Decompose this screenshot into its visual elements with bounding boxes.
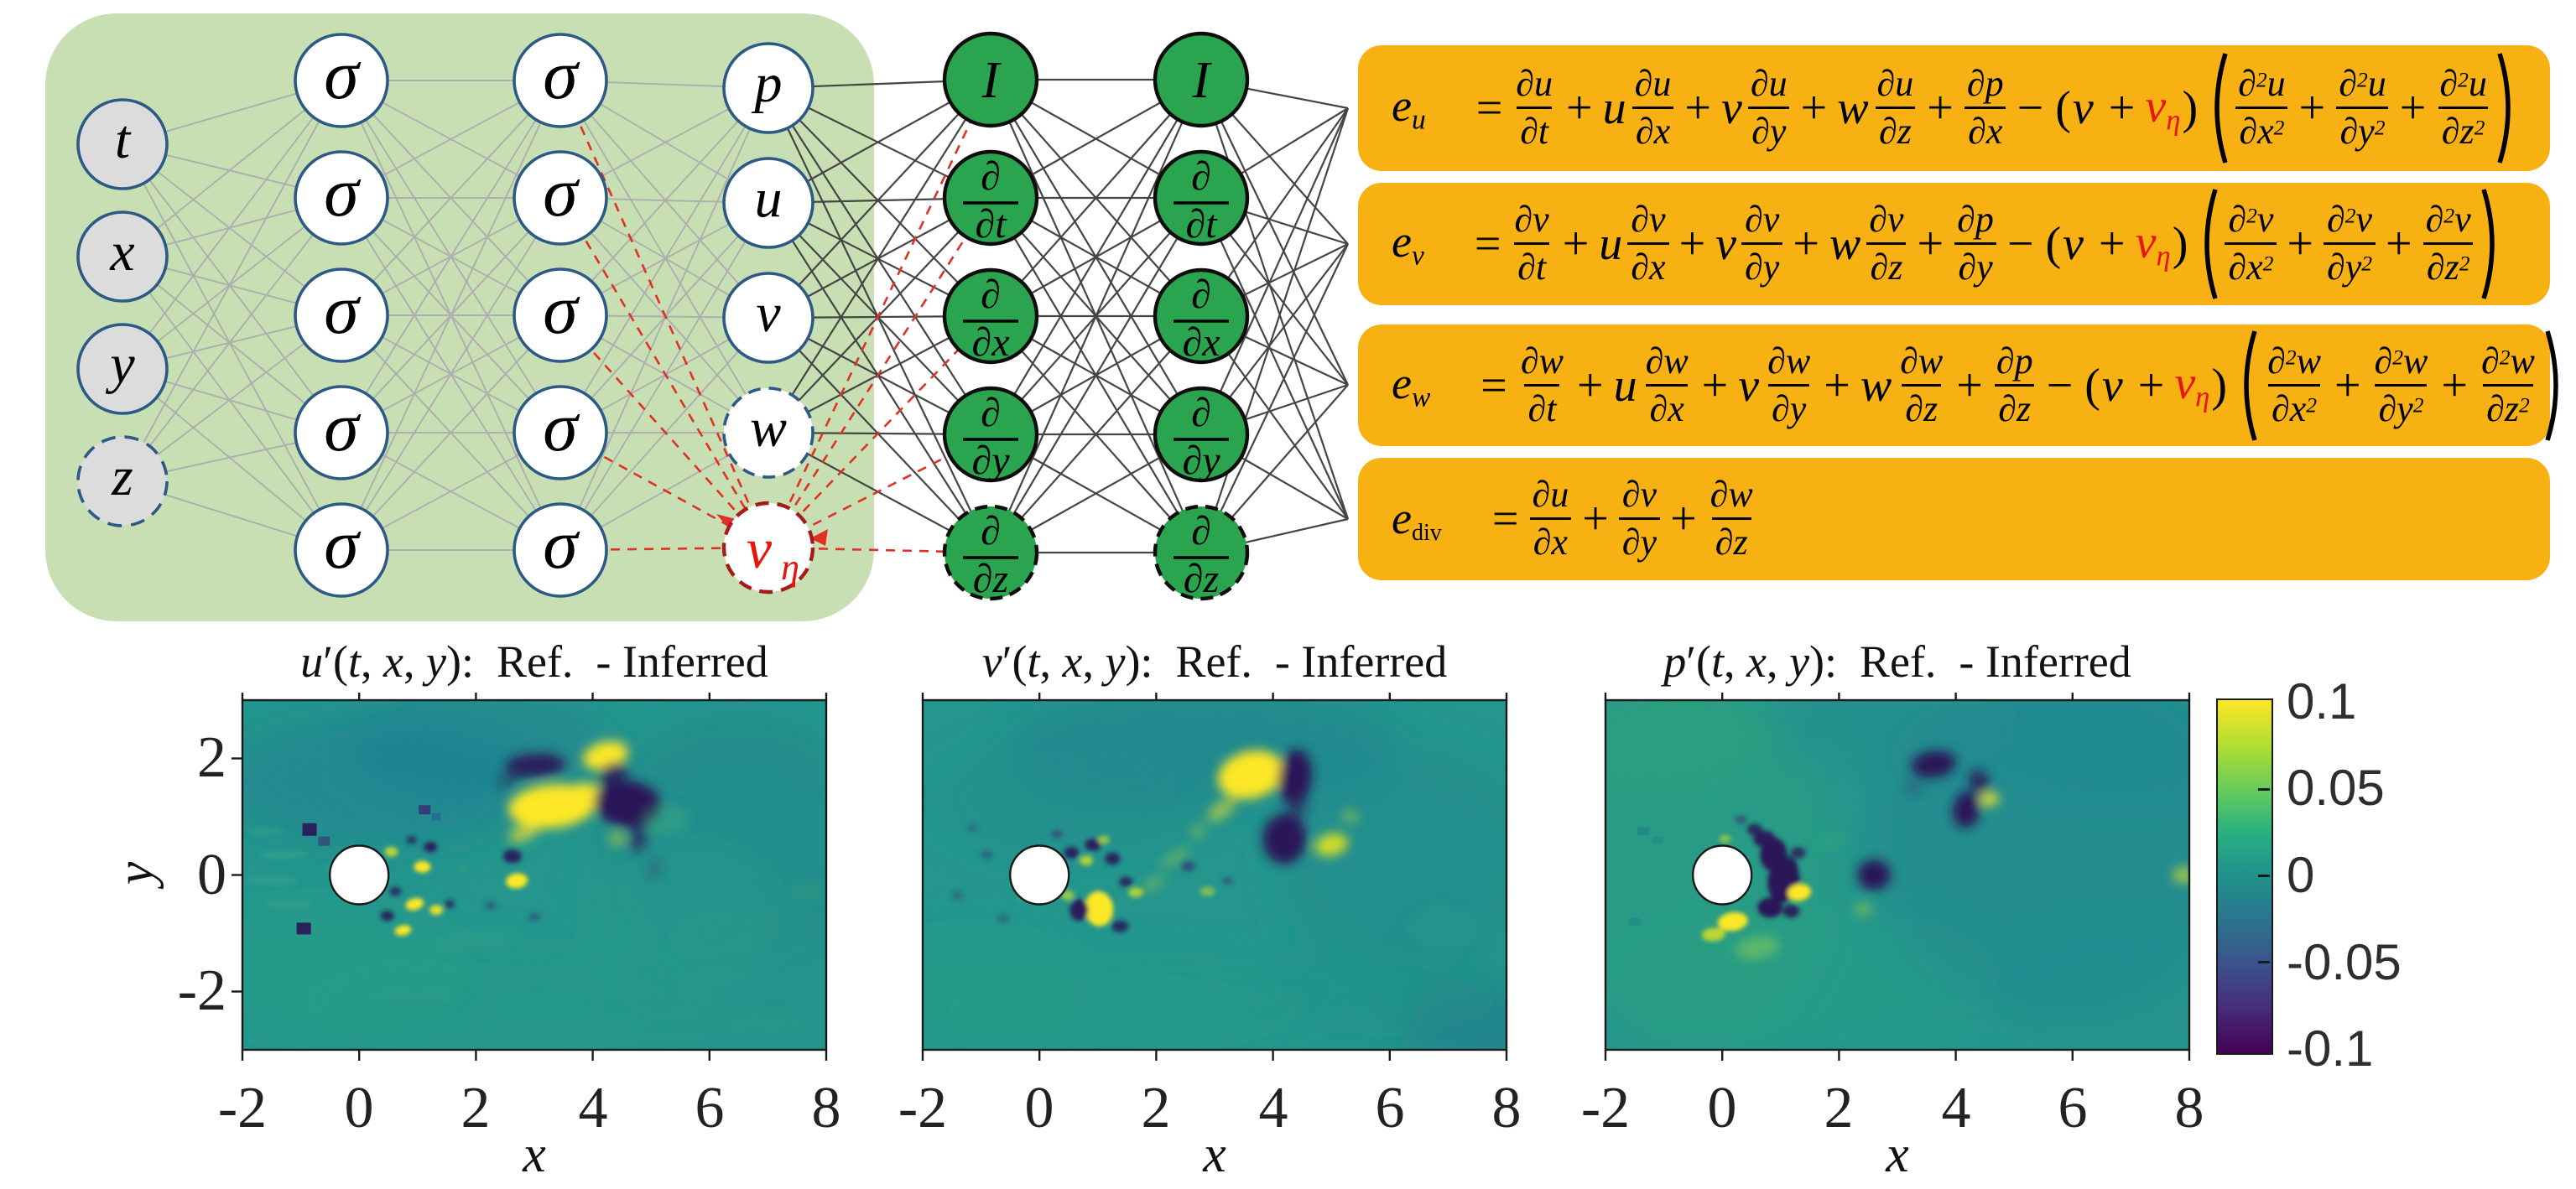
svg-text:∂: ∂	[1191, 391, 1211, 435]
svg-text:u: u	[755, 168, 783, 229]
svg-text:y: y	[105, 334, 135, 395]
svg-text:σ: σ	[543, 271, 580, 349]
svg-text:I: I	[1192, 52, 1213, 109]
svg-text:σ: σ	[324, 506, 362, 584]
svg-text:σ: σ	[324, 388, 362, 466]
svg-text:I: I	[981, 52, 1002, 109]
svg-text:∂y: ∂y	[971, 439, 1010, 483]
svg-text:w: w	[750, 397, 787, 459]
svg-text:t: t	[115, 109, 132, 170]
svg-text:∂z: ∂z	[973, 557, 1009, 601]
svg-text:ν: ν	[747, 517, 773, 580]
svg-text:∂: ∂	[1191, 509, 1211, 553]
svg-text:∂: ∂	[981, 273, 1001, 317]
svg-text:v: v	[756, 283, 781, 344]
svg-text:η: η	[781, 547, 799, 588]
svg-text:σ: σ	[324, 36, 362, 114]
svg-text:x: x	[109, 221, 134, 283]
svg-text:z: z	[111, 446, 133, 507]
svg-text:∂t: ∂t	[1185, 202, 1218, 247]
svg-text:∂z: ∂z	[1184, 557, 1220, 601]
svg-text:∂: ∂	[1191, 273, 1211, 317]
svg-text:∂: ∂	[981, 509, 1001, 553]
svg-text:∂t: ∂t	[975, 202, 1007, 247]
svg-text:σ: σ	[543, 506, 580, 584]
svg-text:∂: ∂	[981, 154, 1001, 199]
svg-text:∂x: ∂x	[1182, 320, 1220, 365]
svg-text:σ: σ	[543, 36, 580, 114]
svg-text:σ: σ	[324, 271, 362, 349]
svg-text:∂x: ∂x	[971, 320, 1009, 365]
svg-text:σ: σ	[543, 388, 580, 466]
svg-text:σ: σ	[324, 153, 362, 231]
svg-text:σ: σ	[543, 153, 580, 231]
svg-text:∂y: ∂y	[1182, 439, 1220, 483]
svg-text:∂: ∂	[981, 391, 1001, 435]
svg-text:p: p	[752, 53, 783, 114]
svg-text:∂: ∂	[1191, 154, 1211, 199]
